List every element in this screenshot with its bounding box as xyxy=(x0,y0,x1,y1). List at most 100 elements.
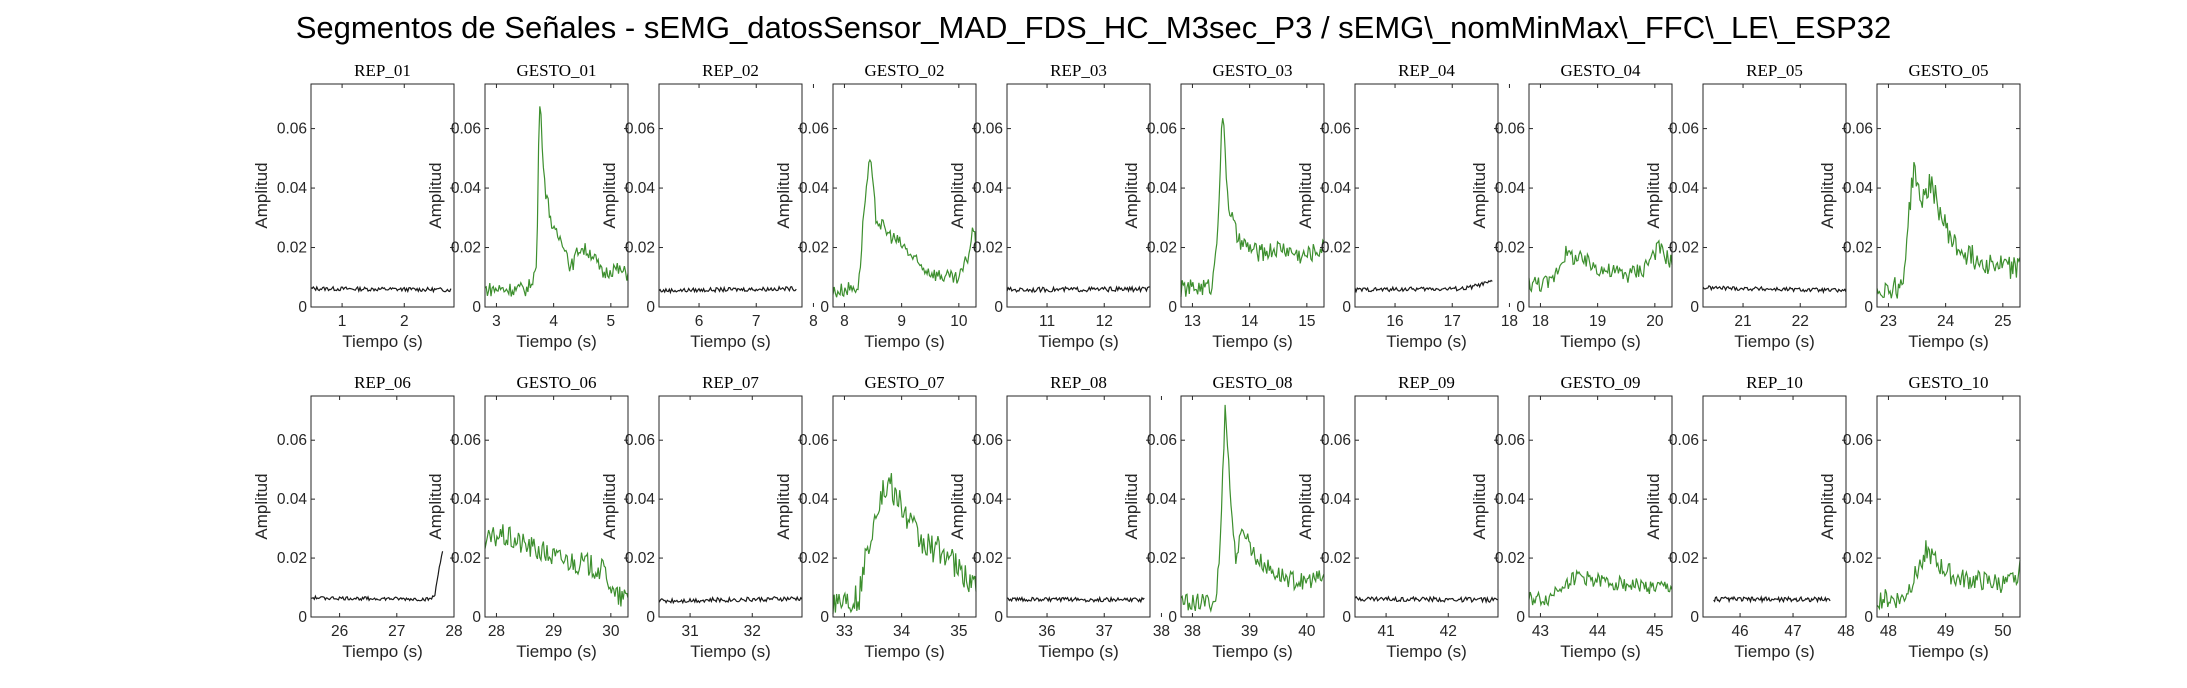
x-tick-label: 26 xyxy=(331,623,348,640)
y-tick-label: 0 xyxy=(646,609,655,626)
y-tick-label: 0.06 xyxy=(1321,121,1351,138)
panel-title: REP_05 xyxy=(1746,61,1803,80)
y-tick-label: 0 xyxy=(1690,299,1699,316)
y-tick-label: 0.06 xyxy=(799,121,829,138)
y-tick-label: 0.02 xyxy=(1669,240,1699,257)
y-tick-label: 0.06 xyxy=(625,432,655,449)
y-tick-label: 0.06 xyxy=(451,432,481,449)
x-axis-label: Tiempo (s) xyxy=(1734,642,1815,661)
x-tick-label: 36 xyxy=(1038,623,1055,640)
panel-gesto-07: 0 0.02 0.04 0.06 33 34 35 GESTO_07 Tiempo (s) Amp… xyxy=(774,373,977,661)
axes-box xyxy=(484,83,629,308)
y-tick-label: 0.04 xyxy=(277,491,308,508)
axes-box xyxy=(1876,83,2021,308)
x-tick-label: 46 xyxy=(1731,623,1748,640)
y-tick-label: 0.02 xyxy=(973,240,1003,257)
y-tick-label: 0 xyxy=(1168,609,1177,626)
y-tick-label: 0.06 xyxy=(799,432,829,449)
y-tick-label: 0.02 xyxy=(1843,550,1873,567)
y-axis-label: Amplitud xyxy=(948,473,967,539)
signal-line-rep-04 xyxy=(1354,279,1493,294)
x-axis-label: Tiempo (s) xyxy=(864,332,945,351)
panel-title: REP_03 xyxy=(1050,61,1107,80)
signal-line-gesto-06 xyxy=(484,524,629,607)
y-tick-label: 0.06 xyxy=(451,121,481,138)
panel-title: GESTO_03 xyxy=(1213,61,1293,80)
y-axis-label: Amplitud xyxy=(1122,162,1141,228)
y-tick-label: 0 xyxy=(1168,299,1177,316)
panel-title: GESTO_04 xyxy=(1561,61,1641,80)
y-tick-label: 0.04 xyxy=(973,180,1004,197)
y-tick-label: 0.06 xyxy=(1669,121,1699,138)
panel-title: GESTO_08 xyxy=(1213,373,1293,392)
y-tick-label: 0.02 xyxy=(277,550,307,567)
axes-box xyxy=(1180,83,1325,308)
y-tick-label: 0.02 xyxy=(625,550,655,567)
panel-title: REP_08 xyxy=(1050,373,1107,392)
panel-rep-07: 0 0.02 0.04 0.06 31 32 REP_07 Tiempo (s) Amplitu… xyxy=(600,373,803,661)
y-tick-label: 0.04 xyxy=(451,180,482,197)
x-axis-label: Tiempo (s) xyxy=(516,332,597,351)
x-tick-label: 22 xyxy=(1792,313,1809,330)
panel-rep-08: 0 0.02 0.04 0.06 36 37 38 REP_08 Tiempo (s) Ampli… xyxy=(948,373,1170,661)
y-axis-label: Amplitud xyxy=(1296,162,1315,228)
y-tick-label: 0.06 xyxy=(973,432,1003,449)
axes-box xyxy=(310,83,455,308)
x-axis-label: Tiempo (s) xyxy=(1560,332,1641,351)
x-tick-label: 23 xyxy=(1880,313,1897,330)
y-tick-label: 0.06 xyxy=(973,121,1003,138)
axes-box xyxy=(1702,83,1847,308)
y-tick-label: 0 xyxy=(1342,609,1351,626)
x-tick-label: 24 xyxy=(1937,313,1955,330)
x-tick-label: 27 xyxy=(388,623,405,640)
x-tick-label: 21 xyxy=(1734,313,1751,330)
signal-line-gesto-01 xyxy=(484,106,629,297)
y-tick-label: 0.04 xyxy=(799,491,830,508)
y-tick-label: 0 xyxy=(298,609,307,626)
panel-gesto-02: 0 0.02 0.04 0.06 8 9 10 GESTO_02 Tiempo (s) Ampli… xyxy=(774,61,977,351)
y-tick-label: 0.06 xyxy=(1147,121,1177,138)
x-axis-label: Tiempo (s) xyxy=(690,642,771,661)
axes-box xyxy=(1702,395,1847,618)
axes-box xyxy=(658,83,803,308)
x-tick-label: 43 xyxy=(1532,623,1549,640)
x-axis-label: Tiempo (s) xyxy=(1734,332,1815,351)
signal-line-rep-06 xyxy=(311,551,444,602)
x-tick-label: 48 xyxy=(1880,623,1897,640)
y-tick-label: 0.06 xyxy=(1843,121,1873,138)
signal-line-gesto-09 xyxy=(1528,569,1673,607)
y-tick-label: 0.04 xyxy=(1147,180,1178,197)
y-tick-label: 0 xyxy=(472,609,481,626)
x-tick-label: 28 xyxy=(445,623,462,640)
panel-rep-03: 0 0.02 0.04 0.06 11 12 REP_03 Tiempo (s) Amplitu… xyxy=(948,61,1151,351)
x-tick-label: 6 xyxy=(695,313,704,330)
x-axis-label: Tiempo (s) xyxy=(516,642,597,661)
panel-rep-10: 0 0.02 0.04 0.06 46 47 48 REP_10 Tiempo (s) Ampli… xyxy=(1644,373,1855,661)
y-tick-label: 0 xyxy=(1690,609,1699,626)
y-axis-label: Amplitud xyxy=(600,162,619,228)
x-tick-label: 10 xyxy=(950,313,968,330)
x-tick-label: 8 xyxy=(840,313,849,330)
signal-line-rep-08 xyxy=(1006,595,1145,604)
x-tick-label: 14 xyxy=(1241,313,1259,330)
y-tick-label: 0.04 xyxy=(451,491,482,508)
signal-line-rep-05 xyxy=(1702,284,1847,295)
y-tick-label: 0.06 xyxy=(277,121,307,138)
y-tick-label: 0.04 xyxy=(1495,180,1526,197)
x-axis-label: Tiempo (s) xyxy=(1212,642,1293,661)
x-tick-label: 39 xyxy=(1241,623,1258,640)
x-axis-label: Tiempo (s) xyxy=(1908,332,1989,351)
y-tick-label: 0 xyxy=(1516,299,1525,316)
y-tick-label: 0.02 xyxy=(799,550,829,567)
y-tick-label: 0 xyxy=(1864,609,1873,626)
y-axis-label: Amplitud xyxy=(1818,473,1837,539)
y-tick-label: 0.02 xyxy=(1495,550,1525,567)
x-axis-label: Tiempo (s) xyxy=(1038,332,1119,351)
x-tick-label: 19 xyxy=(1589,313,1606,330)
y-axis-label: Amplitud xyxy=(774,162,793,228)
y-tick-label: 0.02 xyxy=(625,240,655,257)
y-tick-label: 0.04 xyxy=(973,491,1004,508)
panel-gesto-03: 0 0.02 0.04 0.06 13 14 15 GESTO_03 Tiempo (s) Amp… xyxy=(1122,61,1325,351)
signal-line-gesto-02 xyxy=(832,158,977,298)
axes-box xyxy=(832,83,977,308)
